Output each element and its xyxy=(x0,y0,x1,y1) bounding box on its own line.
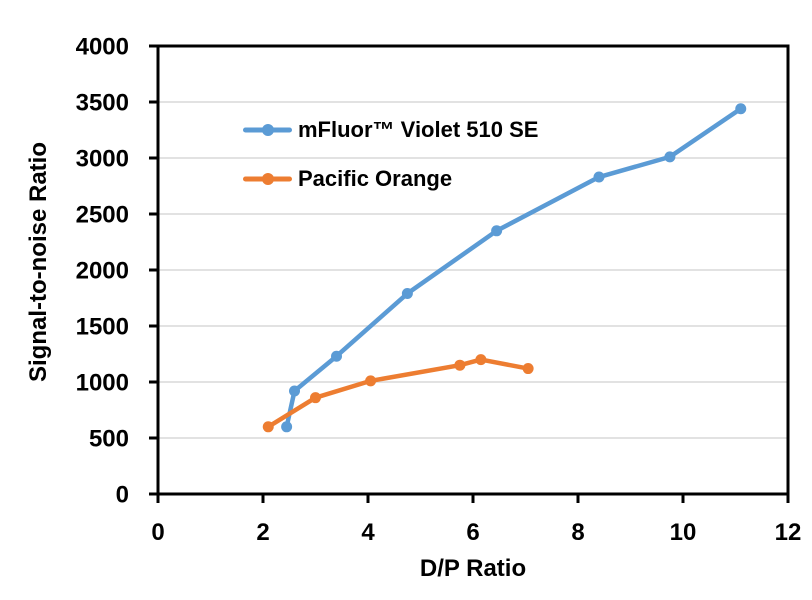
y-tick-label: 2000 xyxy=(76,258,129,285)
legend-line-marker-icon xyxy=(243,172,292,186)
data-point-marker-series-0 xyxy=(281,421,293,433)
y-tick-label: 0 xyxy=(116,482,129,509)
data-point-marker-series-0 xyxy=(491,225,503,237)
data-point-marker-series-0 xyxy=(735,103,747,115)
data-point-marker-series-1 xyxy=(365,375,377,387)
y-tick-label: 1000 xyxy=(76,370,129,397)
legend-item-mfluor-violet-510-se: mFluor™ Violet 510 SE xyxy=(243,117,538,143)
x-tick-label: 0 xyxy=(151,519,164,546)
legend-label: Pacific Orange xyxy=(298,166,453,191)
y-tick-label: 2500 xyxy=(76,202,129,229)
y-tick-label: 3000 xyxy=(76,146,129,173)
data-point-marker-series-0 xyxy=(664,151,676,163)
legend-item-pacific-orange: Pacific Orange xyxy=(243,166,452,192)
y-tick-label: 4000 xyxy=(76,34,129,61)
data-point-marker-series-1 xyxy=(522,363,534,375)
legend-dot-icon xyxy=(261,173,274,185)
x-axis-title: D/P Ratio xyxy=(419,555,527,582)
y-tick-label: 3500 xyxy=(76,90,129,117)
legend-dot-icon xyxy=(261,124,274,136)
data-point-marker-series-1 xyxy=(475,354,487,366)
y-axis-title: Signal-to-noise Ratio xyxy=(25,142,52,382)
x-tick-label: 12 xyxy=(775,519,802,546)
data-point-marker-series-0 xyxy=(401,288,413,300)
x-tick-label: 4 xyxy=(361,519,375,546)
series-line-1 xyxy=(266,357,531,430)
series-line-0 xyxy=(284,106,743,430)
data-point-marker-series-1 xyxy=(262,421,274,433)
data-point-marker-series-0 xyxy=(331,350,342,362)
data-point-marker-series-1 xyxy=(310,392,321,404)
x-tick-label: 6 xyxy=(466,519,479,546)
x-tick-label: 8 xyxy=(571,519,584,546)
data-point-marker-series-0 xyxy=(593,171,605,183)
x-tick-label: 10 xyxy=(670,519,697,546)
y-tick-label: 1500 xyxy=(76,314,129,341)
legend-line-marker-icon xyxy=(243,123,292,137)
x-tick-label: 2 xyxy=(256,519,269,546)
y-tick-label: 500 xyxy=(89,426,129,453)
data-point-marker-series-1 xyxy=(454,359,466,371)
legend-label: mFluor™ Violet 510 SE xyxy=(298,117,539,142)
data-point-marker-series-0 xyxy=(289,385,300,397)
